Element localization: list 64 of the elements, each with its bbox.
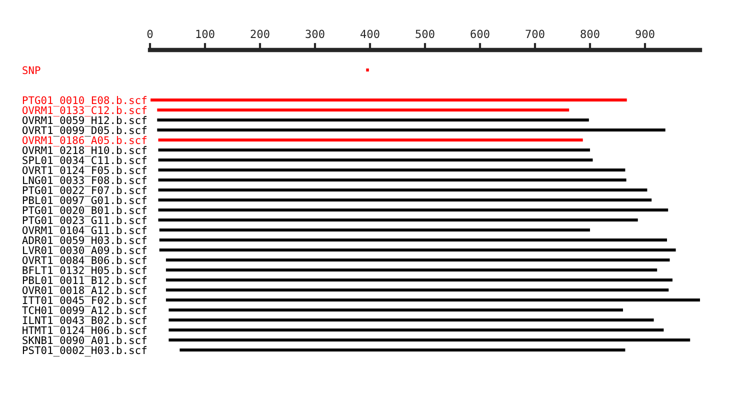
y-tick-label: OVRM1_0059_H12.b.scf [22,116,147,126]
y-tick-label: OVRM1_0104_G11.b.scf [22,226,147,236]
bar [166,258,670,262]
x-tick-label: 100 [196,30,214,38]
y-tick-label: OVRT1_0084_B06.b.scf [22,256,147,266]
bar [158,148,590,152]
x-tick-label: 500 [416,30,434,38]
y-tick-label: SNP [22,66,40,74]
y-tick-label: OVRM1_0218_H10.b.scf [22,146,147,156]
x-tick-label: 0 [147,30,153,38]
x-tick-label: 300 [306,30,324,38]
bar [168,308,623,312]
bar [159,238,667,242]
y-tick-label: PTG01_0023_G11.b.scf [22,216,147,226]
y-tick-label: ADR01_0059_H03.b.scf [22,236,147,246]
y-tick-label: OVRT1_0099_D05.b.scf [22,126,147,136]
y-tick-label: LVR01_0030_A09.b.scf [23,246,147,256]
y-tick-label: HTMT1_0124_H06.b.scf [22,326,147,336]
x-tick-label: 200 [250,30,270,38]
y-tick-label: OVRT1_0124_F05.b.scf [22,166,147,176]
bar [158,208,668,212]
y-tick-label: TCH01_0099_A12.b.scf [22,306,147,316]
y-tick-label: SKNB1_0090_A01.b.scf [22,336,147,346]
x-tick-label: 700 [526,30,544,38]
bar [157,118,589,122]
y-tick-label: BFLT1_0132_H05.b.scf [22,266,147,276]
bar [168,328,664,332]
y-tick-label: OVRM1_0133_C12.b.scf [22,106,147,116]
y-tick-label: PTG01_0020_B01.b.scf [22,206,147,216]
y-tick-label: LNG01_0033_F08.b.scf [23,176,147,186]
bar [180,348,626,352]
bar [158,188,648,192]
y-tick-label: OVR01_0018_A12.b.scf [22,286,147,296]
y-tick-label: SPL01_0034_C11.b.scf [22,156,147,166]
bar [166,278,672,282]
bar [150,98,627,102]
bar [158,178,626,182]
bar [166,268,658,272]
y-tick-label: PST01_0002_H03.b.scf [22,346,147,356]
bar [158,158,593,162]
bar [158,218,638,222]
bar [158,138,583,142]
y-tick-label: PBL01_0097_G01.b.scf [22,196,147,206]
x-tick-label: 900 [636,30,654,38]
x-tick-label: 800 [580,30,600,38]
bar [166,288,669,292]
y-tick-label: OVRM1_0186_A05.b.scf [22,136,147,146]
bar [157,108,570,112]
y-tick-label: ILNT1_0043_B02.b.scf [22,316,147,326]
x-tick-label: 600 [470,30,490,38]
bar [158,168,626,172]
bar [168,318,654,322]
y-tick-label: PTG01_0010_E08.b.scf [22,96,147,106]
bar [366,68,369,72]
bar [158,198,652,202]
bar [159,248,676,252]
bar [166,298,700,302]
y-tick-label: PBL01_0011_B12.b.scf [22,276,147,286]
x-tick-label: 400 [360,30,380,38]
bar [157,128,666,132]
bar [159,228,590,232]
y-tick-label: ITT01_0045_F02.b.scf [22,296,147,306]
y-tick-label: PTG01_0022_F07.b.scf [22,186,147,196]
bar [168,338,690,342]
